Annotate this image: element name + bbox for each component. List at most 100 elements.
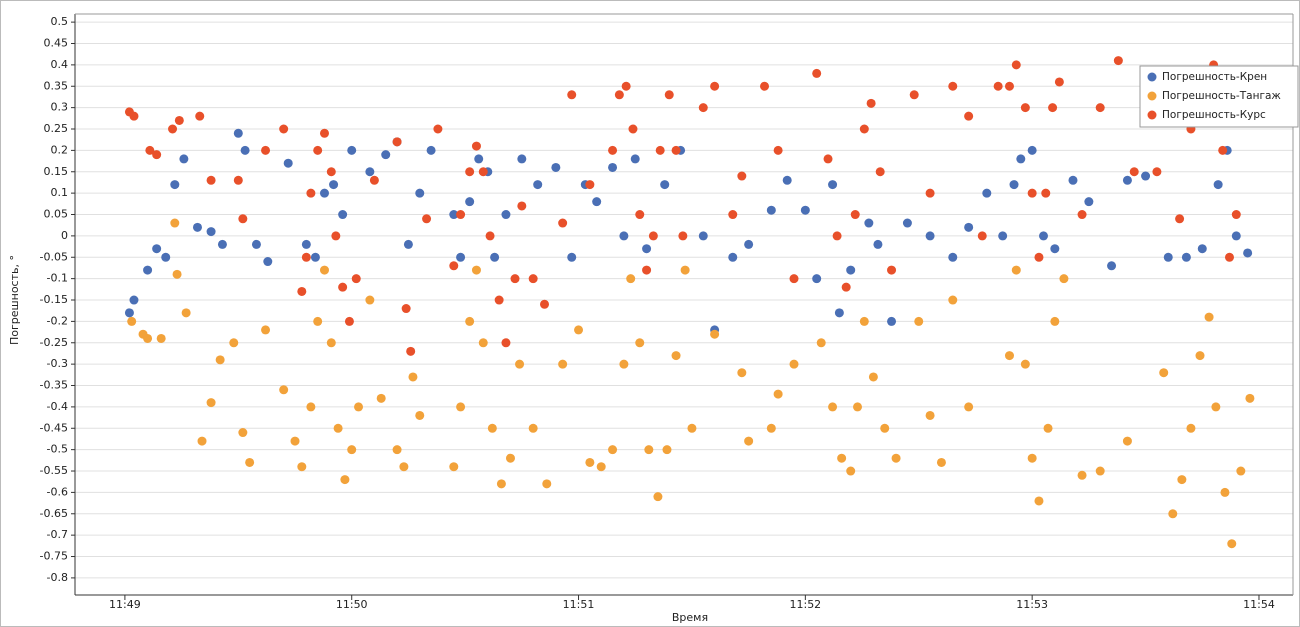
point (853, 402, 863, 412)
point (728, 252, 738, 262)
y-tick-label: 0.45 (44, 36, 69, 49)
point (1039, 231, 1049, 241)
point (172, 269, 182, 279)
point (344, 316, 354, 326)
point (1011, 60, 1021, 70)
y-tick-label: 0.2 (51, 143, 69, 156)
point (635, 338, 645, 348)
point (1059, 274, 1069, 284)
point (449, 261, 459, 271)
point (381, 150, 391, 160)
point (152, 150, 162, 160)
legend-marker (1147, 72, 1157, 82)
point (902, 218, 912, 228)
point (1048, 103, 1058, 113)
legend: Погрешность-Крен Погрешность-Тангаж Погреш… (1139, 65, 1299, 128)
point (1177, 475, 1187, 485)
point (630, 154, 640, 164)
legend-marker (1147, 110, 1157, 120)
point (533, 180, 543, 190)
point (662, 445, 672, 455)
point (648, 231, 658, 241)
point (290, 436, 300, 446)
y-tick-label: 0.25 (44, 122, 69, 135)
point (1095, 466, 1105, 476)
point (152, 244, 162, 254)
point (1020, 359, 1030, 369)
point (319, 128, 329, 138)
y-tick-label: 0.35 (44, 79, 69, 92)
point (279, 385, 289, 395)
point (558, 218, 568, 228)
point (124, 308, 134, 318)
point (1034, 252, 1044, 262)
point (1243, 248, 1253, 258)
point (127, 316, 137, 326)
point (1122, 436, 1132, 446)
point (1009, 180, 1019, 190)
point (192, 222, 202, 232)
point (1213, 180, 1223, 190)
y-tick-label: -0.3 (47, 357, 68, 370)
point (542, 479, 552, 489)
point (329, 180, 339, 190)
x-axis-label: Время (672, 611, 708, 624)
x-tick-label: 11:53 (1016, 598, 1048, 611)
point (1054, 77, 1064, 87)
point (998, 231, 1008, 241)
point (614, 90, 624, 100)
point (245, 457, 255, 467)
point (875, 167, 885, 177)
point (313, 145, 323, 155)
point (567, 90, 577, 100)
point (354, 402, 364, 412)
point (773, 389, 783, 399)
point (628, 124, 638, 134)
point (340, 475, 350, 485)
point (678, 231, 688, 241)
point (1218, 145, 1228, 155)
point (456, 252, 466, 262)
point (816, 338, 826, 348)
point (347, 445, 357, 455)
point (170, 218, 180, 228)
point (1186, 423, 1196, 433)
point (925, 188, 935, 198)
point (948, 252, 958, 262)
point (887, 316, 897, 326)
point (331, 231, 341, 241)
point (365, 167, 375, 177)
point (1016, 154, 1026, 164)
point (392, 445, 402, 455)
point (510, 274, 520, 284)
point (333, 423, 343, 433)
point (306, 188, 316, 198)
point (301, 252, 311, 262)
point (710, 329, 720, 339)
point (982, 188, 992, 198)
point (174, 115, 184, 125)
point (392, 137, 402, 147)
point (206, 175, 216, 185)
point (837, 453, 847, 463)
point (812, 68, 822, 78)
y-tick-label: 0.15 (44, 165, 69, 178)
point (635, 210, 645, 220)
point (832, 231, 842, 241)
point (1107, 261, 1117, 271)
point (671, 145, 681, 155)
point (1077, 470, 1087, 480)
point (728, 210, 738, 220)
point (365, 295, 375, 305)
point (859, 124, 869, 134)
y-tick-label: -0.4 (47, 400, 68, 413)
point (671, 351, 681, 361)
point (1084, 197, 1094, 207)
point (868, 372, 878, 382)
point (1195, 351, 1205, 361)
point (501, 210, 511, 220)
point (297, 462, 307, 472)
point (240, 145, 250, 155)
point (465, 197, 475, 207)
